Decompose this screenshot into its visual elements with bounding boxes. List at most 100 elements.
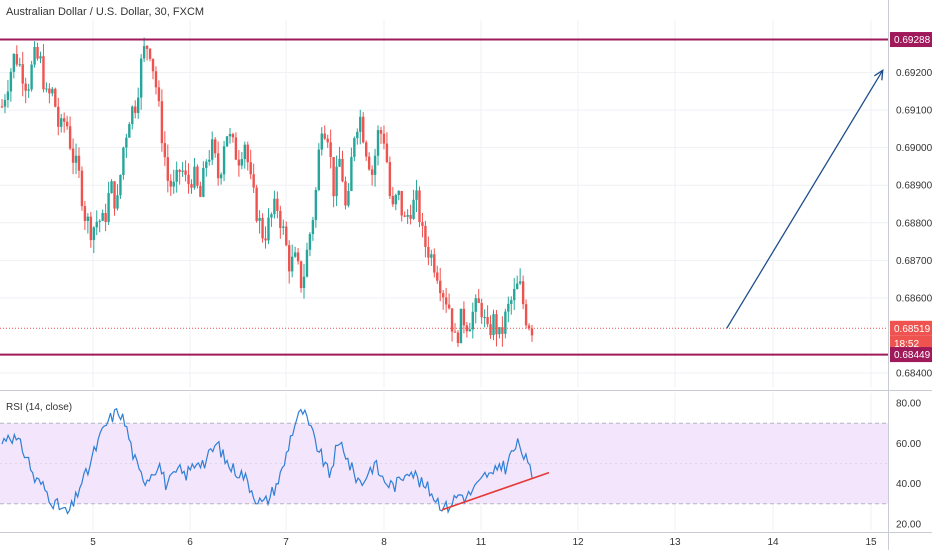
candle-body <box>353 138 356 157</box>
price-badges: 0.69288 0.68519 18:520.68449 <box>890 32 932 363</box>
candle-body <box>415 190 418 200</box>
candle-body <box>510 300 513 304</box>
candle-body <box>190 184 193 188</box>
candle-body <box>524 304 528 326</box>
candle-body <box>436 272 439 281</box>
candle-body <box>184 170 187 175</box>
price-tick-label: 0.69000 <box>896 143 932 154</box>
candle-body <box>80 170 84 207</box>
price-tick-label: 0.68700 <box>896 256 932 267</box>
candle-body <box>65 121 69 127</box>
candle-body <box>468 329 472 332</box>
candle-body <box>128 124 131 138</box>
candle-body <box>465 325 469 332</box>
candle-body <box>495 314 498 335</box>
candle-body <box>338 158 341 167</box>
candle-body <box>89 216 93 241</box>
candle-body <box>51 88 54 94</box>
candle-body <box>21 64 24 84</box>
candle-body <box>379 130 383 134</box>
candle-body <box>71 148 75 163</box>
candle-body <box>498 327 501 335</box>
candle-body <box>288 245 291 272</box>
candle-body <box>246 144 249 163</box>
candle-body <box>504 311 507 334</box>
time-tick-label: 6 <box>187 537 193 548</box>
candle-body <box>255 187 258 221</box>
candle-body <box>439 280 442 294</box>
candle-body <box>362 116 365 143</box>
price-tick-label: 0.69200 <box>896 68 932 79</box>
candle-body <box>308 233 312 250</box>
candle-body <box>27 89 30 91</box>
candle-body <box>216 153 220 179</box>
projection-arrow-shaft <box>726 69 884 329</box>
candle-body <box>231 134 235 138</box>
candle-body <box>54 88 57 107</box>
candle-body <box>332 157 335 197</box>
candle-body <box>489 324 492 336</box>
level-lines <box>0 38 888 356</box>
price-tick-label: 0.68900 <box>896 181 932 192</box>
candle-body <box>142 46 146 59</box>
candle-body <box>48 88 51 94</box>
candle-body <box>359 116 362 132</box>
candle-body <box>151 58 155 72</box>
candle-body <box>518 281 522 284</box>
candle-body <box>370 169 374 175</box>
candle-body <box>166 157 170 181</box>
candle-body <box>406 214 409 217</box>
time-tick-label: 11 <box>476 537 487 548</box>
candle-body <box>527 325 531 329</box>
candle-body <box>119 174 122 196</box>
candle-body <box>385 143 389 163</box>
candle-body <box>462 308 466 326</box>
time-tick-label: 8 <box>381 537 387 548</box>
candle-body <box>86 216 90 221</box>
candle-body <box>3 99 7 107</box>
time-tick-label: 7 <box>283 537 289 548</box>
candle-body <box>403 215 406 217</box>
candle-body <box>326 138 329 143</box>
candle-body <box>163 143 167 158</box>
candle-body <box>113 181 116 209</box>
candle-body <box>433 254 436 273</box>
candle-body <box>305 249 309 277</box>
candle-body <box>30 64 33 90</box>
projection-arrowhead <box>874 69 884 81</box>
candle-body <box>456 332 460 344</box>
candle-body <box>513 288 516 301</box>
candle-body <box>211 139 214 160</box>
candle-body <box>501 327 504 334</box>
candle-body <box>459 308 463 344</box>
rsi-tick-label: 20.00 <box>896 519 921 530</box>
candle-body <box>77 155 81 171</box>
candle-body <box>515 283 519 289</box>
current-price-badge: 0.68519 <box>894 324 931 335</box>
top-level-badge: 0.69288 <box>894 35 931 46</box>
candle-body <box>148 48 152 59</box>
candle-body <box>441 293 445 298</box>
candle-body <box>314 189 318 221</box>
candle-body <box>391 196 395 205</box>
candle-body <box>45 88 48 90</box>
candle-body <box>15 54 19 65</box>
candle-body <box>98 220 101 222</box>
candle-body <box>382 133 386 144</box>
candle-body <box>279 210 282 228</box>
candle-body <box>125 137 128 148</box>
candle-body <box>208 159 211 162</box>
candle-body <box>388 162 392 197</box>
candle-body <box>95 221 98 228</box>
candle-body <box>427 246 430 258</box>
candle-body <box>219 174 223 179</box>
candle-body <box>178 169 181 172</box>
candle-body <box>134 106 137 113</box>
candle-body <box>160 101 164 144</box>
candle-body <box>104 212 107 222</box>
candle-body <box>356 131 359 139</box>
candle-body <box>169 180 172 187</box>
